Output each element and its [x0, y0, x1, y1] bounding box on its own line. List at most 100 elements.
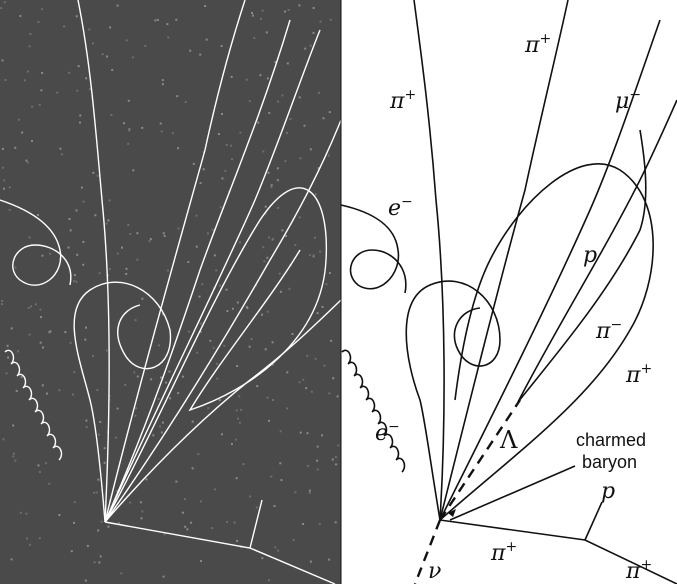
photo-speck	[219, 284, 222, 287]
photo-speck	[118, 522, 120, 524]
photo-speck	[10, 558, 13, 561]
photo-speck	[21, 131, 24, 134]
photo-speck	[76, 89, 79, 92]
photo-speck	[317, 167, 320, 170]
photo-speck	[294, 244, 297, 246]
photo-speck	[266, 396, 269, 399]
photo-speck	[125, 39, 128, 42]
photo-speck	[267, 579, 270, 582]
photo-speck	[116, 490, 118, 493]
photo-speck	[302, 378, 305, 381]
photo-speck	[288, 287, 291, 290]
photo-speck	[199, 500, 202, 503]
photo-speck	[93, 561, 96, 564]
photo-speck	[312, 31, 315, 34]
photo-speck	[226, 310, 229, 312]
photo-speck	[82, 240, 85, 243]
photo-speck	[237, 417, 239, 420]
photo-speck	[225, 144, 228, 146]
photo-speck	[298, 381, 301, 384]
photo-speck	[298, 96, 301, 99]
photo-speck	[84, 579, 87, 582]
photo-speck	[292, 538, 295, 541]
photo-speck	[37, 464, 40, 467]
photo-speck	[177, 147, 180, 150]
photo-speck	[249, 495, 252, 498]
photo-speck	[216, 377, 219, 380]
photo-speck	[82, 200, 85, 203]
photo-speck	[202, 151, 205, 153]
track-spiral-e2	[340, 204, 407, 294]
track-spiral-e1	[405, 280, 501, 521]
photo-speck	[154, 19, 157, 22]
photo-speck	[277, 206, 280, 209]
photo-speck	[312, 7, 315, 9]
photo-speck	[266, 77, 269, 80]
photo-speck	[131, 56, 134, 59]
photo-speck	[307, 464, 310, 467]
photo-speck	[242, 463, 245, 466]
photo-speck	[1, 303, 3, 306]
photo-speck	[268, 419, 270, 422]
photo-speck	[124, 384, 127, 386]
photo-speck	[279, 290, 282, 293]
photo-speck	[279, 462, 282, 465]
photo-speck	[165, 381, 167, 384]
neutral-tracks	[413, 399, 521, 584]
photo-track-b	[104, 119, 342, 523]
photo-speck	[321, 305, 324, 308]
photo-speck	[132, 169, 135, 172]
photo-speck	[3, 179, 6, 182]
photo-speck	[121, 246, 123, 249]
photo-speck	[162, 313, 164, 316]
photo-speck	[2, 438, 5, 441]
photo-speck	[49, 252, 51, 255]
photo-speck	[98, 561, 101, 564]
photo-speck	[318, 91, 320, 94]
photo-speck	[230, 75, 233, 78]
photo-speck	[73, 501, 76, 504]
photo-speck	[183, 498, 186, 501]
photo-speck	[40, 316, 43, 319]
photo-speck	[221, 433, 223, 436]
label-p-lower: p	[601, 479, 615, 504]
photo-track-curly	[4, 349, 63, 461]
photo-speck	[128, 129, 130, 132]
photo-speck	[189, 49, 192, 52]
diagram-tracks	[340, 0, 677, 584]
photo-speck	[204, 5, 207, 7]
photo-speck	[239, 131, 242, 134]
label-charmed: charmed	[576, 430, 646, 450]
photo-speck	[236, 301, 239, 304]
photo-speck	[161, 83, 164, 86]
photo-speck	[85, 77, 88, 80]
photo-speck	[223, 344, 226, 347]
photo-speck	[123, 122, 126, 125]
photo-speck	[69, 229, 72, 232]
photo-speck	[134, 414, 137, 417]
photo-speck	[38, 103, 41, 106]
photo-speck	[248, 345, 251, 348]
photo-speck	[319, 20, 322, 23]
photo-speck	[259, 74, 262, 77]
photo-speck	[298, 4, 301, 7]
photo-speck	[58, 514, 61, 516]
photo-speck	[190, 521, 193, 524]
photo-speck	[94, 214, 97, 217]
photo-speck	[4, 79, 7, 81]
photo-speck	[28, 236, 31, 239]
photo-speck	[31, 105, 34, 108]
photo-speck	[77, 65, 80, 68]
photo-speck	[82, 263, 85, 266]
photo-speck	[120, 572, 123, 575]
photo-speck	[105, 349, 108, 352]
photo-speck	[199, 322, 202, 325]
photo-speck	[129, 233, 132, 235]
photo-speck	[279, 430, 282, 433]
photo-speck	[40, 89, 43, 92]
photo-speck	[160, 376, 163, 379]
photo-speck	[12, 455, 15, 458]
photo-speck	[37, 214, 39, 216]
photo-speck	[111, 68, 114, 71]
photo-speck	[289, 118, 292, 120]
